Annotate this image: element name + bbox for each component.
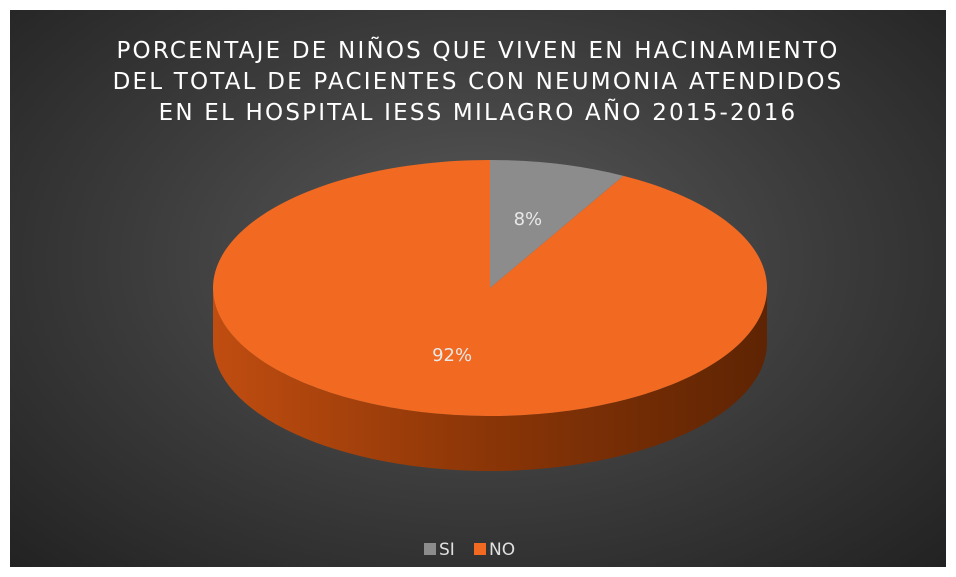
legend-label: NO — [489, 540, 515, 560]
data-label: 92% — [432, 345, 472, 366]
chart-area: PORCENTAJE DE NIÑOS QUE VIVEN EN HACINAM… — [10, 10, 946, 567]
data-label: 8% — [514, 209, 543, 230]
chart: 8% 92% SI NO — [212, 160, 767, 560]
legend-swatch — [424, 543, 436, 555]
legend-label: SI — [439, 540, 455, 560]
chart-title: PORCENTAJE DE NIÑOS QUE VIVEN EN HACINAM… — [112, 38, 844, 126]
slice-side — [213, 288, 767, 471]
slice — [490, 160, 624, 288]
legend-swatch — [474, 543, 486, 555]
slice — [212, 160, 767, 416]
